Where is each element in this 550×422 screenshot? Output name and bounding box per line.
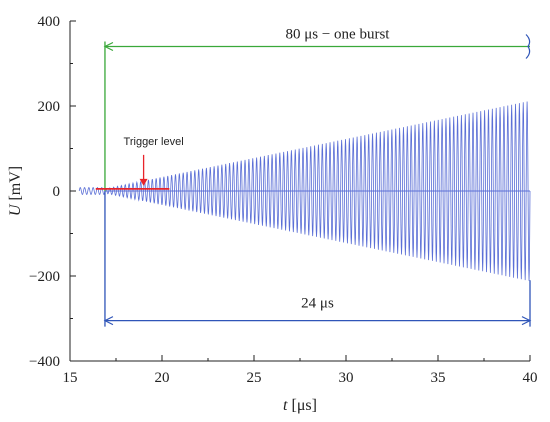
burst-span-brace (525, 34, 531, 59)
trigger-level-label: Trigger level (124, 136, 184, 148)
y-tick-label: 200 (38, 99, 61, 115)
burst-span-arrowhead (103, 41, 114, 52)
measured-right-arrowhead (521, 316, 532, 326)
measured-span-label: 24 μs (301, 296, 334, 312)
ticks: 15 20 25 30 35 40 400 200 0 −200 −400 (29, 14, 537, 386)
x-tick-label: 15 (63, 370, 78, 386)
x-axis-label: t [μs] (283, 397, 317, 414)
y-axis-label: U[mV] (7, 166, 24, 216)
y-tick-label: −400 (29, 354, 60, 370)
y-tick-label: 0 (53, 184, 61, 200)
x-tick-label: 25 (247, 370, 262, 386)
burst-span-label: 80 μs − one burst (285, 27, 390, 43)
x-tick-label: 30 (339, 370, 354, 386)
measured-left-arrowhead (103, 316, 114, 326)
trigger-arrowhead (139, 178, 148, 186)
plot-area (78, 101, 531, 281)
trigger-annotation: Trigger level (95, 136, 184, 190)
measured-span-annotation: 24 μs (103, 191, 532, 327)
y-tick-label: 400 (38, 14, 61, 30)
x-tick-label: 40 (523, 370, 538, 386)
burst-span-annotation: 80 μs − one burst (103, 27, 531, 191)
x-tick-label: 20 (155, 370, 170, 386)
x-tick-label: 35 (431, 370, 446, 386)
y-tick-label: −200 (29, 269, 60, 285)
